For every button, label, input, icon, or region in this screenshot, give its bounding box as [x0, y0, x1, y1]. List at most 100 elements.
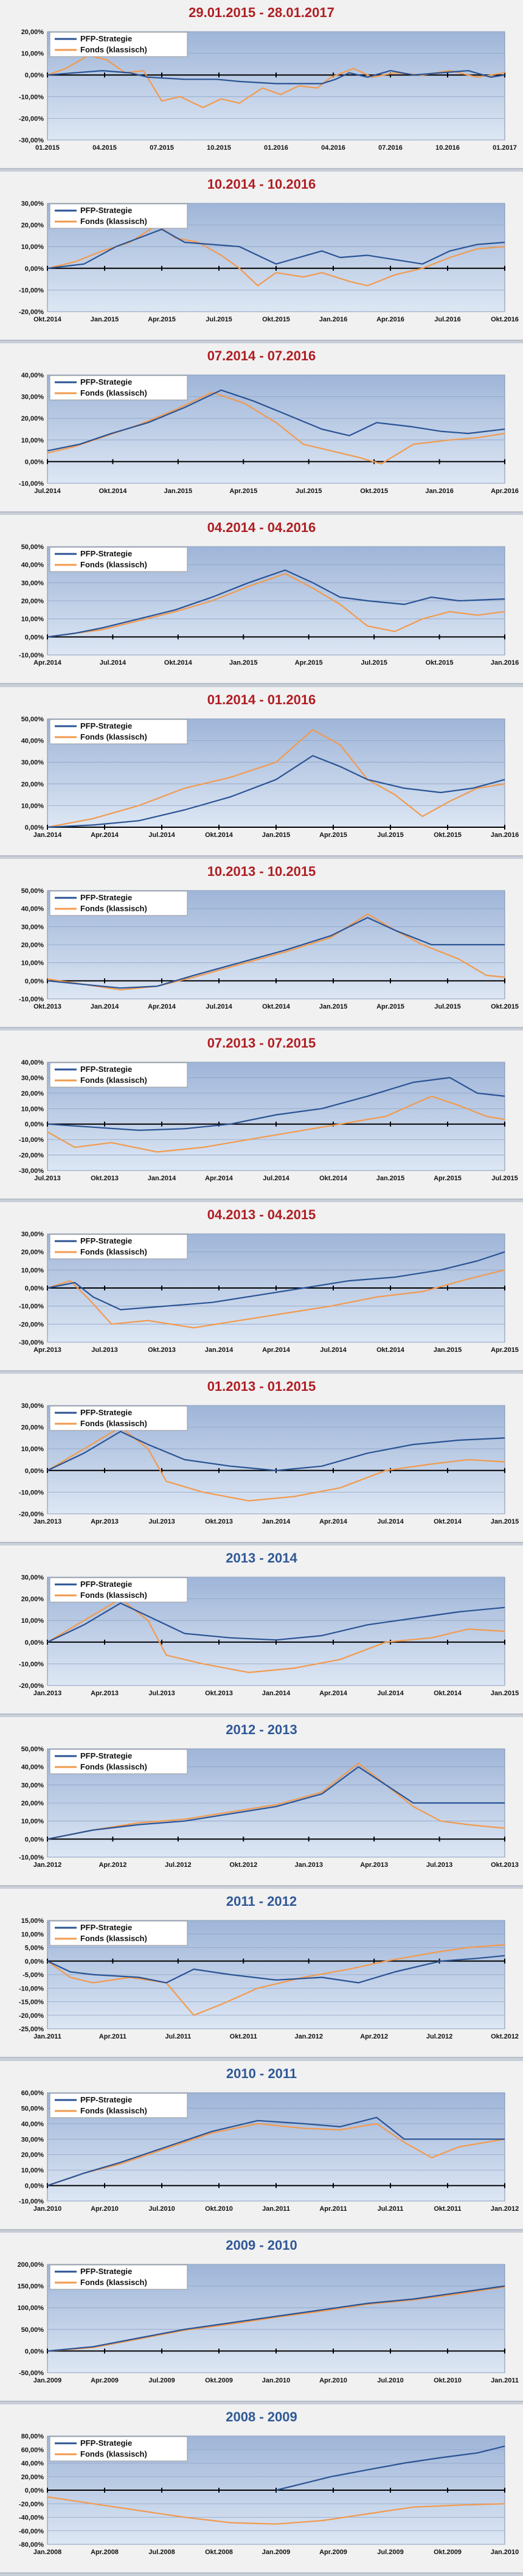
y-tick-label: 20,00% [21, 415, 44, 422]
chart-svg: 30,00%20,00%10,00%0,00%-10,00%-20,00%Jan… [19, 1402, 519, 1525]
legend-label: Fonds (klassisch) [80, 1934, 147, 1943]
x-tick-label: Apr.2015 [148, 316, 176, 323]
x-tick-label: Apr.2016 [491, 488, 519, 495]
y-tick-label: -10,00% [19, 1986, 44, 1993]
x-tick-label: Jul.2013 [148, 1690, 175, 1697]
x-tick-label: Apr.2011 [99, 2033, 126, 2040]
x-tick-label: Jul.2014 [34, 488, 61, 495]
y-tick-label: 40,00% [21, 562, 44, 569]
x-tick-label: 04.2016 [321, 144, 345, 152]
legend-label: PFP-Strategie [80, 206, 132, 215]
x-tick-label: Okt.2012 [229, 1861, 257, 1869]
chart-title: 29.01.2015 - 28.01.2017 [189, 5, 334, 20]
x-tick-label: Okt.2008 [205, 2549, 233, 2556]
legend-box [49, 719, 188, 744]
chart-title: 07.2013 - 07.2015 [207, 1035, 316, 1051]
y-tick-label: 15,00% [21, 1917, 44, 1925]
x-tick-label: Okt.2010 [205, 2205, 233, 2213]
y-tick-label: 10,00% [21, 2167, 44, 2174]
chart-panel: 04.2014 - 04.2016 50,00% 40,00% 30,00% 20,00… [0, 515, 523, 685]
x-tick-label: Jul.2015 [296, 488, 322, 495]
x-tick-label: Apr.2015 [434, 1175, 462, 1182]
x-tick-label: 04.2015 [92, 144, 117, 152]
y-tick-label: 20,00% [21, 1424, 44, 1432]
y-tick-label: -10,00% [19, 652, 44, 659]
x-tick-label: Okt.2015 [426, 659, 454, 667]
x-tick-label: Apr.2015 [491, 1346, 519, 1354]
x-tick-label: 10.2015 [207, 144, 231, 152]
x-tick-label: Jan.2014 [33, 831, 62, 839]
y-tick-label: 20,00% [21, 1596, 44, 1603]
legend-label: PFP-Strategie [80, 1065, 132, 1074]
y-tick-label: 30,00% [21, 2136, 44, 2143]
x-tick-label: Jan.2015 [491, 1690, 519, 1697]
x-tick-label: 01.2017 [493, 144, 517, 152]
y-tick-label: -10,00% [19, 1136, 44, 1144]
legend-label: PFP-Strategie [80, 549, 132, 558]
y-tick-label: 0,00% [25, 1121, 44, 1129]
series-line-pfp-strategie [47, 754, 505, 828]
x-tick-label: Okt.2013 [491, 1861, 519, 1869]
chart-svg: 200,00%150,00%100,00%50,00%0,00%-50,00%J… [18, 2261, 519, 2384]
x-tick-label: Okt.2015 [491, 1003, 519, 1010]
x-tick-label: Apr.2009 [91, 2377, 119, 2384]
x-tick-label: Jul.2009 [377, 2549, 403, 2556]
legend-label: PFP-Strategie [80, 377, 132, 387]
y-tick-label: -10,00% [19, 996, 44, 1003]
y-tick-label: 50,00% [21, 2326, 44, 2334]
x-tick-label: Apr.2014 [33, 659, 62, 667]
y-tick-label: -40,00% [19, 2514, 44, 2521]
y-tick-label: 20,00% [21, 2474, 44, 2481]
x-tick-label: Jan.2016 [425, 488, 453, 495]
chart-svg: 20,00%10,00%0,00%-10,00%-20,00%-30,00%01… [19, 29, 517, 152]
x-tick-label: Okt.2014 [434, 1518, 462, 1525]
chart-svg: 60,00% 50,00% 40,00% 30,00% 20,00% 10,00% 0,00… [19, 2090, 519, 2213]
y-tick-label: 100,00% [18, 2305, 44, 2312]
x-tick-label: Jan.2015 [434, 1346, 462, 1354]
x-tick-label: Jan.2015 [319, 1003, 347, 1010]
x-tick-label: Jul.2014 [206, 1003, 232, 1010]
legend-box [49, 203, 188, 229]
x-tick-label: 01.2016 [264, 144, 288, 152]
legend-label: Fonds (klassisch) [80, 2278, 147, 2287]
y-tick-label: 0,00% [25, 72, 44, 79]
chart-title: 01.2014 - 01.2016 [207, 691, 316, 707]
x-tick-label: Apr.2014 [148, 1003, 176, 1010]
y-tick-label: -10,00% [19, 287, 44, 295]
chart-panel: 2013 - 2014 30,00% 20,00% 10,00% 0,00% -10,00… [0, 1545, 523, 1715]
x-tick-label: Okt.2013 [205, 1690, 233, 1697]
chart-panel: 04.2013 - 04.2015 30,00% 20,00% 10,00% 0,00%… [0, 1202, 523, 1371]
series-line-fonds-klassisch [47, 1944, 505, 2017]
x-tick-label: Jul.2013 [426, 1861, 452, 1869]
x-tick-label: Okt.2013 [91, 1175, 119, 1182]
x-tick-label: Apr.2008 [91, 2549, 119, 2556]
x-tick-label: Apr.2014 [205, 1175, 234, 1182]
x-tick-label: Jan.2012 [491, 2205, 519, 2213]
y-tick-label: -20,00% [19, 2501, 44, 2508]
series-line-pfp-strategie [47, 917, 505, 989]
x-tick-label: Okt.2014 [164, 659, 193, 667]
x-tick-label: Apr.2012 [99, 1861, 126, 1869]
series-line-pfp-strategie [47, 390, 505, 452]
legend-label: Fonds (klassisch) [80, 1591, 147, 1600]
y-tick-label: 0,00% [25, 2182, 44, 2189]
y-tick-label: 0,00% [25, 1285, 44, 1292]
chart-title: 2012 - 2013 [226, 1722, 297, 1738]
x-tick-label: 07.2016 [378, 144, 403, 152]
y-tick-label: 40,00% [21, 2460, 44, 2467]
y-tick-label: 40,00% [21, 372, 44, 379]
legend-label: PFP-Strategie [80, 2267, 132, 2276]
y-tick-label: 0,00% [25, 1958, 44, 1965]
legend-label: Fonds (klassisch) [80, 904, 147, 913]
x-tick-label: Okt.2014 [376, 1346, 405, 1354]
series-line-fonds-klassisch [47, 573, 505, 638]
series-line-pfp-strategie [47, 228, 505, 270]
y-tick-label: 20,00% [21, 29, 44, 36]
x-tick-label: Jan.2008 [33, 2549, 61, 2556]
y-tick-label: -30,00% [19, 1167, 44, 1175]
x-tick-label: Apr.2010 [319, 2377, 347, 2384]
x-tick-label: Apr.2013 [33, 1346, 61, 1354]
legend-label: PFP-Strategie [80, 1923, 132, 1932]
y-tick-label: -20,00% [19, 1682, 44, 1690]
x-tick-label: Apr.2015 [319, 831, 347, 839]
